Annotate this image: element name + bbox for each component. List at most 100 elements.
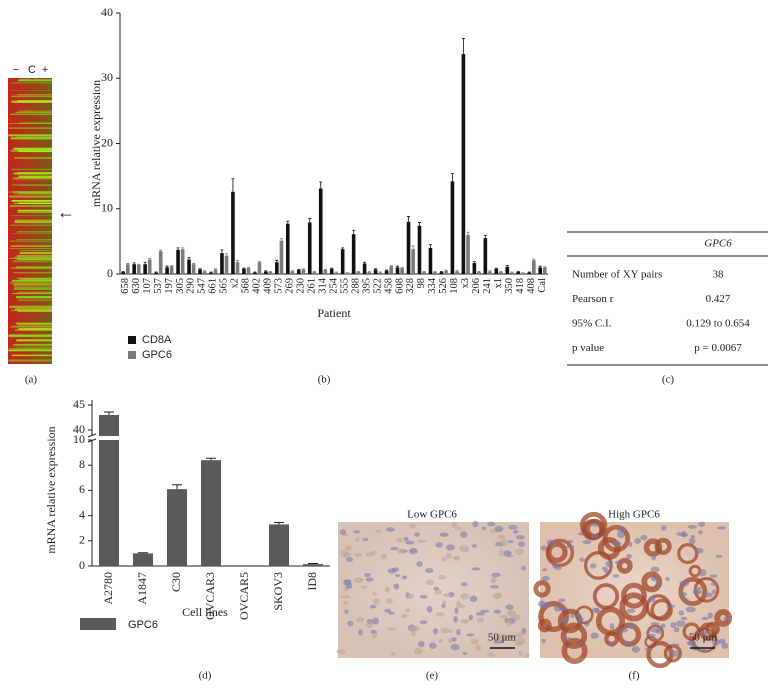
nucleus bbox=[541, 576, 550, 582]
arrow: ← bbox=[57, 202, 75, 222]
y-tick-label: 40 bbox=[73, 422, 85, 436]
error-bar bbox=[176, 247, 180, 250]
nucleus bbox=[438, 575, 447, 580]
bar bbox=[133, 553, 153, 566]
error-bar bbox=[301, 268, 305, 270]
nucleus bbox=[468, 614, 473, 621]
nucleus bbox=[342, 600, 349, 605]
bar bbox=[220, 253, 224, 274]
error-bar bbox=[319, 181, 323, 189]
bar bbox=[187, 259, 191, 274]
x-tick-label: 608 bbox=[394, 278, 405, 294]
nucleus bbox=[364, 572, 371, 577]
nucleus bbox=[623, 640, 632, 647]
nucleus bbox=[505, 604, 514, 610]
nucleus bbox=[408, 626, 418, 632]
nucleus bbox=[470, 638, 479, 645]
error-bar bbox=[483, 235, 487, 239]
nucleus bbox=[386, 627, 397, 631]
error-bar bbox=[209, 271, 213, 273]
x-tick-label: 458 bbox=[383, 278, 394, 294]
x-tick-label: 305 bbox=[175, 278, 186, 294]
nucleus bbox=[489, 584, 499, 589]
x-tick-label: 230 bbox=[295, 278, 306, 294]
nucleus bbox=[514, 548, 524, 556]
nucleus bbox=[416, 561, 423, 567]
nucleus bbox=[721, 642, 729, 649]
bar bbox=[235, 262, 240, 274]
nucleus bbox=[679, 580, 690, 587]
nucleus bbox=[701, 616, 709, 621]
bar bbox=[213, 269, 218, 274]
error-bar bbox=[488, 270, 492, 272]
nucleus bbox=[405, 594, 415, 600]
nucleus bbox=[498, 614, 508, 619]
error-bar bbox=[433, 270, 437, 273]
bar bbox=[433, 272, 437, 274]
error-bar bbox=[439, 270, 443, 273]
nucleus bbox=[616, 531, 625, 539]
x-tick-label: 290 bbox=[186, 278, 197, 294]
nucleus bbox=[700, 648, 708, 653]
nucleus bbox=[565, 545, 575, 549]
error-bar bbox=[396, 265, 400, 268]
nucleus bbox=[565, 636, 572, 642]
nucleus bbox=[506, 634, 515, 639]
x-tick-label: 350 bbox=[504, 278, 515, 294]
error-bar bbox=[132, 262, 136, 265]
nucleus bbox=[660, 623, 666, 629]
nucleus bbox=[611, 541, 622, 546]
nucleus bbox=[591, 522, 601, 527]
nucleus bbox=[475, 612, 485, 616]
error-bar bbox=[121, 270, 125, 273]
bar bbox=[373, 269, 378, 274]
error-bar bbox=[236, 259, 240, 263]
nucleus bbox=[686, 640, 697, 646]
nucleus bbox=[409, 548, 418, 555]
stain bbox=[677, 542, 699, 565]
error-bar bbox=[253, 271, 257, 273]
nucleus bbox=[650, 576, 658, 582]
nucleus bbox=[391, 567, 399, 572]
nucleus bbox=[709, 574, 718, 578]
nucleus bbox=[515, 632, 524, 638]
nucleus bbox=[464, 548, 469, 553]
bar bbox=[286, 223, 290, 274]
nucleus bbox=[704, 592, 713, 598]
stain bbox=[650, 598, 673, 622]
nucleus bbox=[614, 560, 622, 565]
nucleus bbox=[707, 612, 713, 619]
nucleus bbox=[345, 582, 353, 589]
nucleus bbox=[506, 620, 512, 627]
y-tick-label: 0 bbox=[107, 266, 113, 280]
error-bar bbox=[461, 38, 465, 55]
nucleus bbox=[451, 636, 457, 642]
nucleus bbox=[401, 613, 408, 619]
error-bar bbox=[148, 257, 152, 260]
legend-label: CD8A bbox=[142, 334, 172, 346]
nucleus bbox=[460, 582, 468, 587]
error-bar bbox=[143, 261, 147, 265]
error-bar bbox=[275, 259, 279, 263]
stain bbox=[560, 622, 588, 650]
nucleus bbox=[344, 609, 349, 615]
error-bar bbox=[411, 245, 415, 250]
error-bar bbox=[308, 562, 318, 565]
table-cell: Pearson r bbox=[572, 293, 614, 305]
bar bbox=[466, 234, 470, 274]
x-tick-label: 269 bbox=[285, 278, 296, 294]
nucleus bbox=[640, 534, 648, 541]
bar bbox=[224, 255, 229, 274]
error-bar bbox=[126, 263, 130, 265]
stain bbox=[643, 538, 663, 557]
bar bbox=[301, 269, 306, 274]
stain bbox=[620, 582, 647, 609]
bar bbox=[356, 272, 361, 274]
nucleus bbox=[699, 630, 708, 635]
nucleus bbox=[370, 629, 377, 634]
nucleus bbox=[570, 613, 575, 618]
nucleus bbox=[487, 651, 495, 658]
nucleus bbox=[554, 604, 562, 612]
nucleus bbox=[567, 539, 574, 544]
error-bar bbox=[279, 238, 283, 241]
